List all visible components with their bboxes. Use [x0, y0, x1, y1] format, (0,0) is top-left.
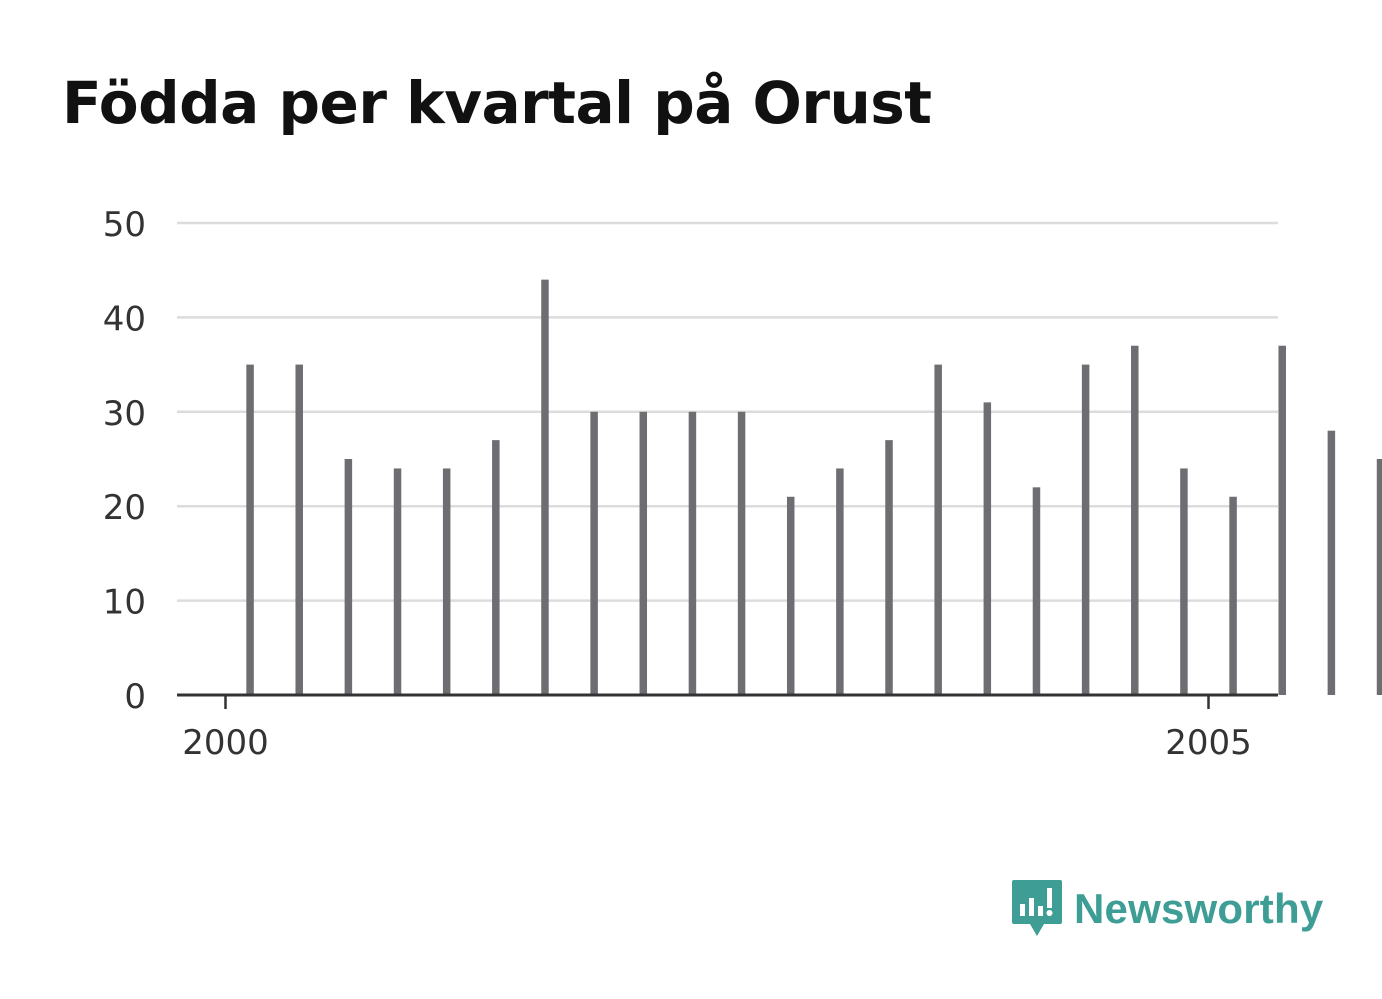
bar	[934, 364, 942, 695]
bar	[1229, 496, 1237, 695]
brand-name: Newsworthy	[1074, 885, 1324, 932]
bar	[442, 468, 451, 695]
bars	[246, 279, 1382, 695]
y-tick-label: 50	[103, 205, 146, 245]
y-tick-label: 20	[103, 488, 146, 528]
x-tick-label: 2000	[182, 723, 269, 763]
bar	[1278, 345, 1286, 695]
newsworthy-logo: Newsworthy	[1010, 878, 1323, 940]
bar	[295, 364, 303, 695]
bar	[344, 459, 353, 695]
bar	[1327, 430, 1336, 695]
bar	[836, 468, 844, 695]
newsworthy-logo-icon	[1012, 880, 1062, 936]
bar	[786, 496, 795, 695]
bar	[590, 411, 598, 695]
y-tick-label: 40	[103, 299, 146, 339]
gridlines	[177, 221, 1278, 602]
bar	[983, 402, 992, 695]
bar	[737, 411, 746, 695]
bar	[639, 411, 648, 695]
chart-title: Födda per kvartal på Orust	[62, 69, 932, 137]
bar	[246, 364, 254, 695]
bar	[1081, 364, 1090, 695]
x-tick-label: 2005	[1165, 723, 1252, 763]
bar	[1131, 345, 1139, 695]
bar	[1376, 459, 1382, 695]
bar	[1180, 468, 1188, 695]
y-tick-label: 0	[124, 677, 146, 717]
y-tick-label: 10	[103, 583, 146, 623]
bar	[688, 411, 697, 695]
bar	[885, 440, 893, 695]
bar	[1032, 487, 1041, 695]
bar	[492, 440, 500, 695]
bar	[541, 279, 549, 695]
bar	[393, 468, 402, 695]
y-tick-label: 30	[103, 394, 146, 434]
axes: 0102030405038200020052010201520202025	[103, 205, 1278, 763]
